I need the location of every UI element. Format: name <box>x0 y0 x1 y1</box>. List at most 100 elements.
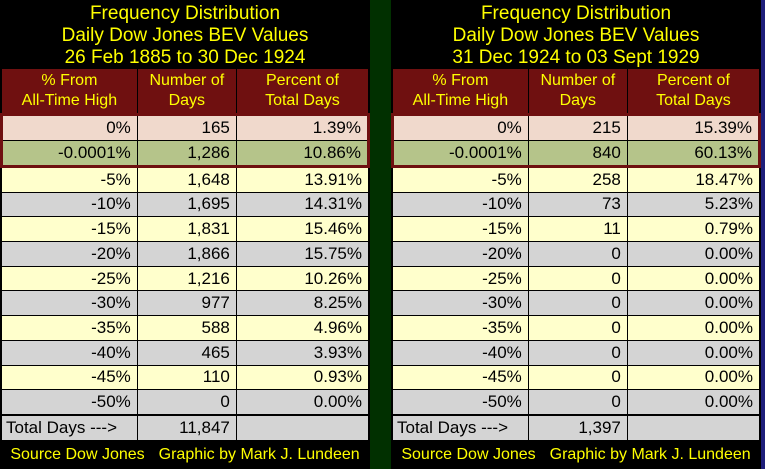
cell-days: 1,286 <box>136 139 237 168</box>
cell-percent: 0.00% <box>626 290 761 317</box>
header-text: All-Time High <box>412 92 509 109</box>
frequency-table: % From All-Time High Number of Days Perc… <box>0 68 371 441</box>
table-row: -15% 1,831 15.46% <box>1 216 370 243</box>
table-row: -50% 0 0.00% <box>1 389 370 416</box>
table-row: -40% 465 3.93% <box>1 339 370 366</box>
cell-level: -50% <box>1 389 138 416</box>
cell-days: 1,216 <box>136 265 237 292</box>
source-text: Source Dow Jones <box>401 446 536 463</box>
cell-days: 1,695 <box>136 191 237 218</box>
table-row: 0% 165 1.39% <box>0 113 371 141</box>
col-header-pct-from-high: % From All-Time High <box>1 68 138 115</box>
cell-percent: 18.47% <box>626 165 761 193</box>
table-row: -30% 977 8.25% <box>1 290 370 317</box>
table-row: -45% 0 0.00% <box>392 364 761 391</box>
table-row: -50% 0 0.00% <box>392 389 761 416</box>
frequency-table: % From All-Time High Number of Days Perc… <box>391 68 762 441</box>
cell-percent: 10.86% <box>235 139 371 168</box>
cell-level: -25% <box>1 265 138 292</box>
cell-level: -40% <box>1 339 138 366</box>
header-text: Days <box>559 92 597 109</box>
cell-level: -5% <box>1 165 138 193</box>
table-row: -45% 110 0.93% <box>1 364 370 391</box>
cell-days: 110 <box>136 364 237 391</box>
cell-level: -15% <box>1 216 138 243</box>
table-row: -35% 588 4.96% <box>1 315 370 341</box>
table-row: -10% 1,695 14.31% <box>1 191 370 218</box>
cell-percent: 60.13% <box>626 139 762 168</box>
cell-days: 0 <box>136 389 237 416</box>
cell-percent: 4.96% <box>235 315 370 341</box>
cell-days: 11 <box>527 216 628 243</box>
cell-days: 1,866 <box>136 241 237 267</box>
table-row: -25% 0 0.00% <box>392 265 761 292</box>
cell-empty <box>235 415 370 441</box>
col-header-pct-from-high: % From All-Time High <box>392 68 529 115</box>
table-row: -10% 73 5.23% <box>392 191 761 218</box>
header-text: Number of <box>540 72 616 89</box>
cell-level: -20% <box>392 241 529 267</box>
cell-percent: 0.00% <box>626 389 761 416</box>
table-row: -20% 0 0.00% <box>392 241 761 267</box>
table-row: -15% 11 0.79% <box>392 216 761 243</box>
header-text: Percent of <box>265 72 339 89</box>
cell-days: 0 <box>527 315 628 341</box>
col-header-number-of-days: Number of Days <box>527 68 628 115</box>
cell-days: 0 <box>527 389 628 416</box>
cell-days: 0 <box>527 265 628 292</box>
cell-percent: 0.00% <box>626 265 761 292</box>
cell-level: -10% <box>1 191 138 218</box>
green-divider <box>370 0 391 469</box>
cell-level: -45% <box>1 364 138 391</box>
header-text: % From <box>432 72 489 89</box>
total-value: 1,397 <box>527 415 628 441</box>
cell-days: 215 <box>527 113 628 141</box>
cell-percent: 15.75% <box>235 241 370 267</box>
panel-1885-1924: Frequency Distribution Daily Dow Jones B… <box>0 0 371 469</box>
cell-percent: 15.39% <box>626 113 762 141</box>
cell-empty <box>235 414 370 417</box>
col-header-number-of-days: Number of Days <box>136 68 237 115</box>
total-label: Total Days ---> <box>1 415 138 441</box>
cell-percent: 13.91% <box>235 165 370 193</box>
cell-level: -30% <box>1 290 138 317</box>
cell-percent: 3.93% <box>235 339 370 366</box>
cell-days: 0 <box>527 290 628 317</box>
table-row: -35% 0 0.00% <box>392 315 761 341</box>
cell-level: -40% <box>392 339 529 366</box>
table-row: -20% 1,866 15.75% <box>1 241 370 267</box>
table-title-block: Frequency Distribution Daily Dow Jones B… <box>391 0 761 68</box>
cell-percent: 5.23% <box>626 191 761 218</box>
cell-days: 1,648 <box>136 165 237 193</box>
header-text: Total Days <box>265 92 340 109</box>
table-row: -30% 0 0.00% <box>392 290 761 317</box>
credit-text: Graphic by Mark J. Lundeen <box>549 446 751 463</box>
cell-percent: 0.79% <box>626 216 761 243</box>
cell-level: -30% <box>392 290 529 317</box>
cell-percent: 15.46% <box>235 216 370 243</box>
table-row: -5% 258 18.47% <box>392 165 761 193</box>
cell-percent: 0.00% <box>626 315 761 341</box>
header-text: Total Days <box>656 92 731 109</box>
cell-days: 165 <box>136 113 237 141</box>
total-row: Total Days ---> 11,847 <box>1 415 370 441</box>
cell-level: -25% <box>392 265 529 292</box>
blank-row <box>392 414 761 417</box>
title-line-1: Frequency Distribution <box>89 3 281 24</box>
source-text: Source Dow Jones <box>10 446 145 463</box>
cell-level: -0.0001% <box>391 139 529 168</box>
cell-level: -5% <box>392 165 529 193</box>
footer-credit-bar: Source Dow Jones Graphic by Mark J. Lund… <box>391 441 761 469</box>
cell-empty <box>626 415 761 441</box>
blank-row <box>1 414 370 417</box>
cell-percent: 0.00% <box>626 241 761 267</box>
cell-days: 1,831 <box>136 216 237 243</box>
cell-level: 0% <box>0 113 138 141</box>
total-row: Total Days ---> 1,397 <box>392 415 761 441</box>
cell-days: 73 <box>527 191 628 218</box>
cell-level: -45% <box>392 364 529 391</box>
cell-level: 0% <box>391 113 529 141</box>
cell-days: 0 <box>527 339 628 366</box>
header-text: All-Time High <box>21 92 118 109</box>
title-line-2: Daily Dow Jones BEV Values <box>61 25 309 46</box>
